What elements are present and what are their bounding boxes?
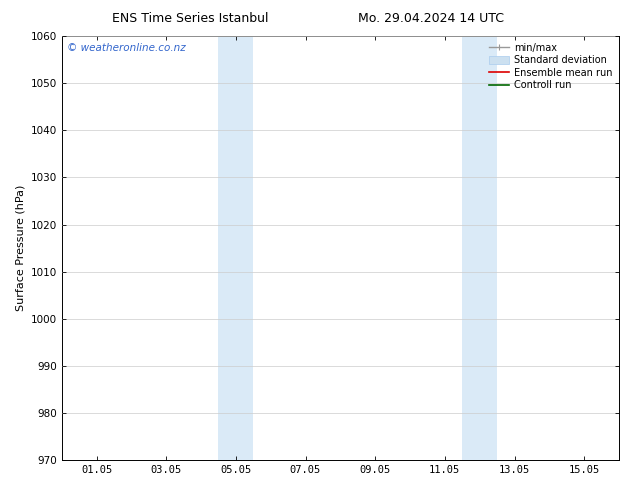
Legend: min/max, Standard deviation, Ensemble mean run, Controll run: min/max, Standard deviation, Ensemble me… — [488, 41, 614, 92]
Y-axis label: Surface Pressure (hPa): Surface Pressure (hPa) — [15, 185, 25, 311]
Bar — [462, 36, 497, 460]
Text: © weatheronline.co.nz: © weatheronline.co.nz — [67, 43, 186, 52]
Text: ENS Time Series Istanbul: ENS Time Series Istanbul — [112, 12, 268, 25]
Bar — [219, 36, 253, 460]
Text: Mo. 29.04.2024 14 UTC: Mo. 29.04.2024 14 UTC — [358, 12, 504, 25]
